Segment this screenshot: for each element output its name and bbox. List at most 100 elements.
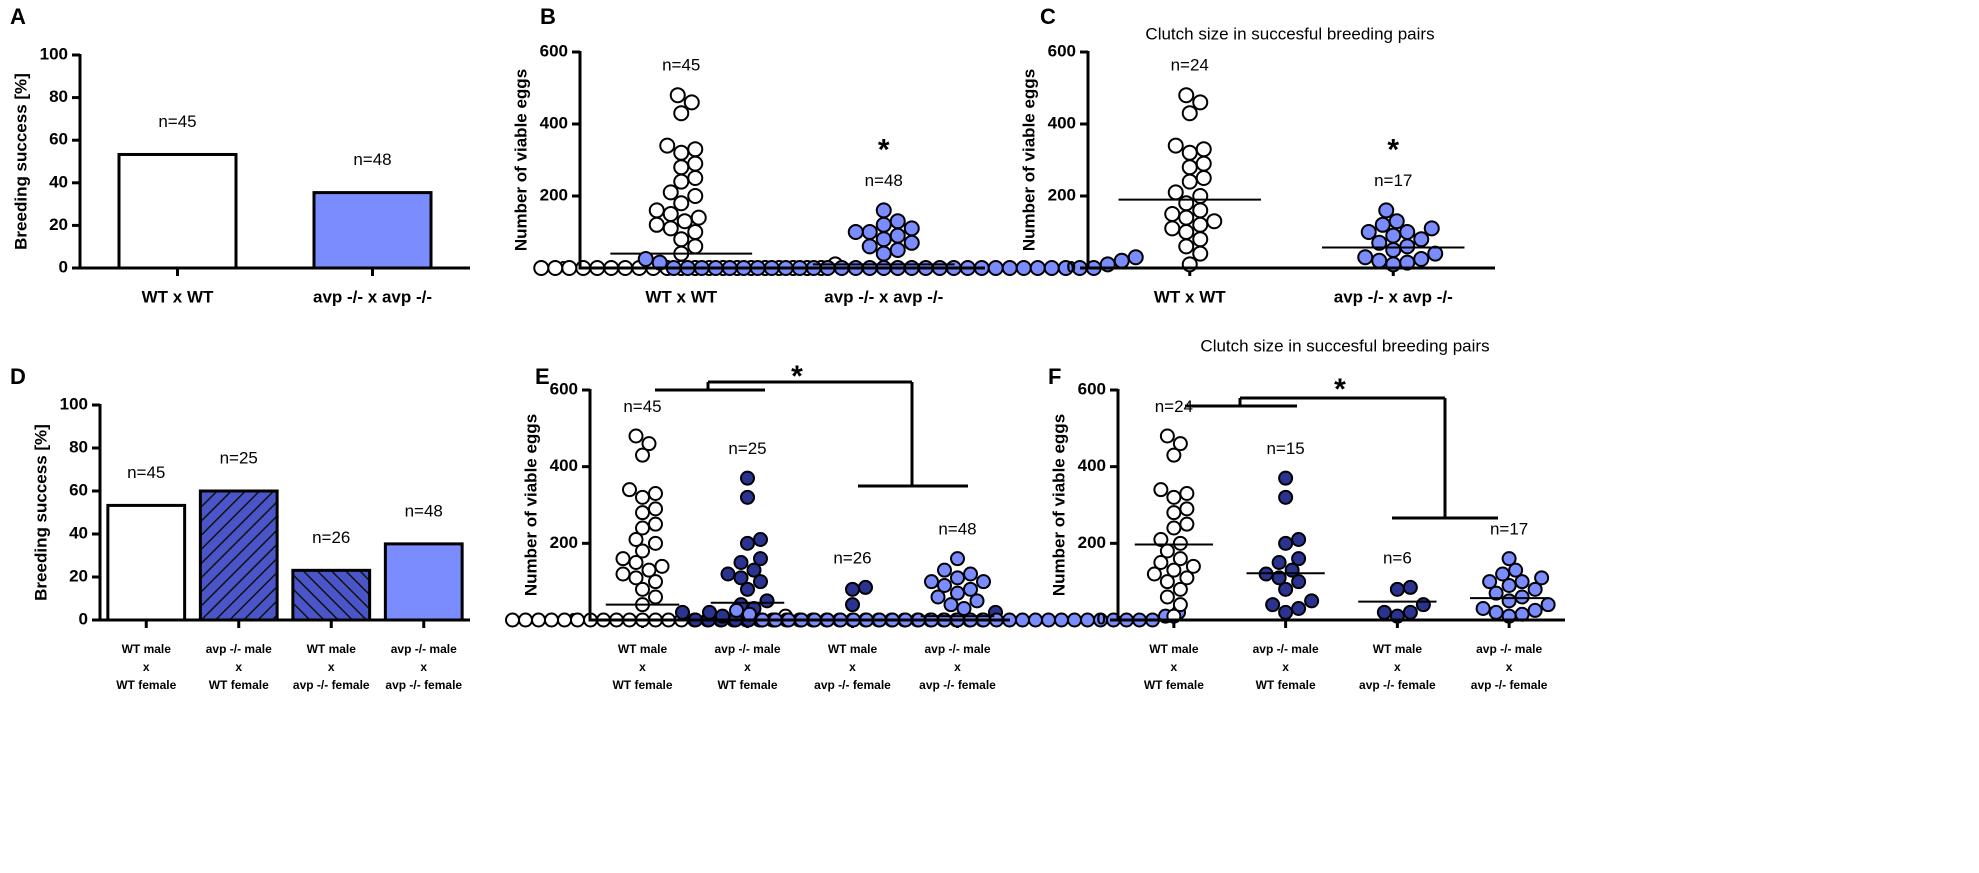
- dot: [1514, 589, 1530, 605]
- dot: [746, 562, 762, 578]
- n-label: n=45: [127, 463, 165, 482]
- n-label: n=48: [405, 501, 443, 520]
- n-label: n=48: [353, 150, 391, 169]
- y-tick-label: 200: [540, 185, 568, 204]
- x-tick-label: WT male: [618, 642, 668, 656]
- dot: [628, 532, 644, 547]
- dot: [969, 593, 985, 609]
- n-label: n=24: [1171, 56, 1209, 75]
- x-tick-label: avp -/- male: [1476, 642, 1542, 656]
- y-tick-label: 600: [550, 379, 578, 398]
- n-label: n=26: [833, 548, 871, 567]
- y-tick-label: 0: [79, 609, 88, 628]
- dot: [1482, 574, 1498, 590]
- dot: [1291, 532, 1307, 547]
- x-tick-label: WT x WT: [1154, 287, 1226, 306]
- dot: [1166, 489, 1182, 505]
- y-axis-label: Breeding success [%]: [11, 73, 30, 250]
- dot: [1146, 566, 1162, 582]
- x-tick-label: x: [328, 660, 335, 674]
- panel-label: A: [10, 4, 26, 29]
- dot: [1385, 227, 1402, 244]
- dot: [635, 505, 650, 521]
- dot: [687, 141, 704, 158]
- dot: [635, 520, 650, 536]
- dot: [937, 578, 952, 593]
- significance: *: [1387, 133, 1399, 166]
- dot: [1172, 581, 1188, 597]
- y-tick-label: 80: [69, 437, 88, 456]
- dot: [1423, 220, 1440, 237]
- dot: [875, 245, 892, 262]
- dot: [861, 238, 878, 255]
- dot: [1527, 581, 1543, 597]
- bar: [117, 152, 238, 270]
- dot: [875, 216, 892, 233]
- y-tick-label: 40: [69, 523, 88, 542]
- dot: [659, 137, 676, 154]
- dot: [1195, 141, 1212, 158]
- bar: [106, 503, 187, 622]
- y-tick-label: 100: [60, 394, 88, 413]
- dot: [628, 555, 644, 570]
- x-tick-label: avp -/- male: [206, 642, 272, 656]
- dot: [943, 597, 959, 613]
- significance: *: [791, 360, 803, 393]
- significance: *: [1334, 373, 1346, 406]
- dot: [1029, 260, 1046, 276]
- dot: [733, 570, 749, 586]
- dot: [1291, 601, 1307, 616]
- bar: [198, 489, 279, 622]
- bar: [312, 191, 433, 270]
- dot: [1113, 252, 1130, 269]
- dot: [1178, 209, 1195, 226]
- dot: [675, 604, 690, 620]
- x-tick-label: x: [420, 660, 427, 674]
- dot: [889, 242, 906, 258]
- dot: [1501, 551, 1517, 567]
- bar: [383, 542, 464, 622]
- dot: [924, 574, 939, 590]
- dot: [1159, 428, 1175, 444]
- x-tick-label: x: [235, 660, 242, 674]
- dot: [1192, 245, 1209, 262]
- dot: [1153, 555, 1169, 570]
- y-tick-label: 600: [540, 41, 568, 60]
- dot: [1179, 570, 1195, 586]
- dot: [903, 234, 920, 251]
- x-tick-label: WT male: [307, 642, 357, 656]
- dot: [1427, 245, 1444, 262]
- dot: [622, 482, 637, 498]
- dot: [648, 486, 663, 501]
- dot: [676, 213, 693, 230]
- dot: [570, 612, 585, 628]
- dot: [729, 602, 744, 618]
- y-axis-label: Breeding success [%]: [31, 424, 50, 601]
- dot: [1271, 570, 1287, 586]
- y-tick-label: 80: [49, 87, 68, 106]
- dot: [976, 574, 991, 590]
- dot: [1192, 202, 1209, 219]
- dot: [740, 470, 755, 486]
- dot: [1206, 213, 1223, 230]
- dot: [1172, 535, 1188, 551]
- dot: [845, 597, 860, 613]
- y-tick-label: 200: [550, 533, 578, 552]
- dot: [673, 195, 690, 212]
- x-tick-label: x: [1282, 660, 1289, 674]
- y-tick-label: 400: [1048, 113, 1076, 132]
- dot: [1001, 260, 1018, 276]
- dot: [1178, 87, 1195, 104]
- dot: [987, 260, 1004, 276]
- dot: [1015, 612, 1030, 628]
- dot: [641, 562, 657, 578]
- dot: [635, 543, 650, 559]
- y-tick-label: 60: [49, 130, 68, 149]
- x-tick-label: WT x WT: [142, 287, 214, 306]
- dot: [1501, 578, 1517, 593]
- dot: [648, 516, 663, 532]
- dot: [875, 231, 892, 248]
- dot: [1265, 597, 1281, 613]
- panel-label: C: [1040, 4, 1056, 29]
- dot: [1495, 566, 1511, 582]
